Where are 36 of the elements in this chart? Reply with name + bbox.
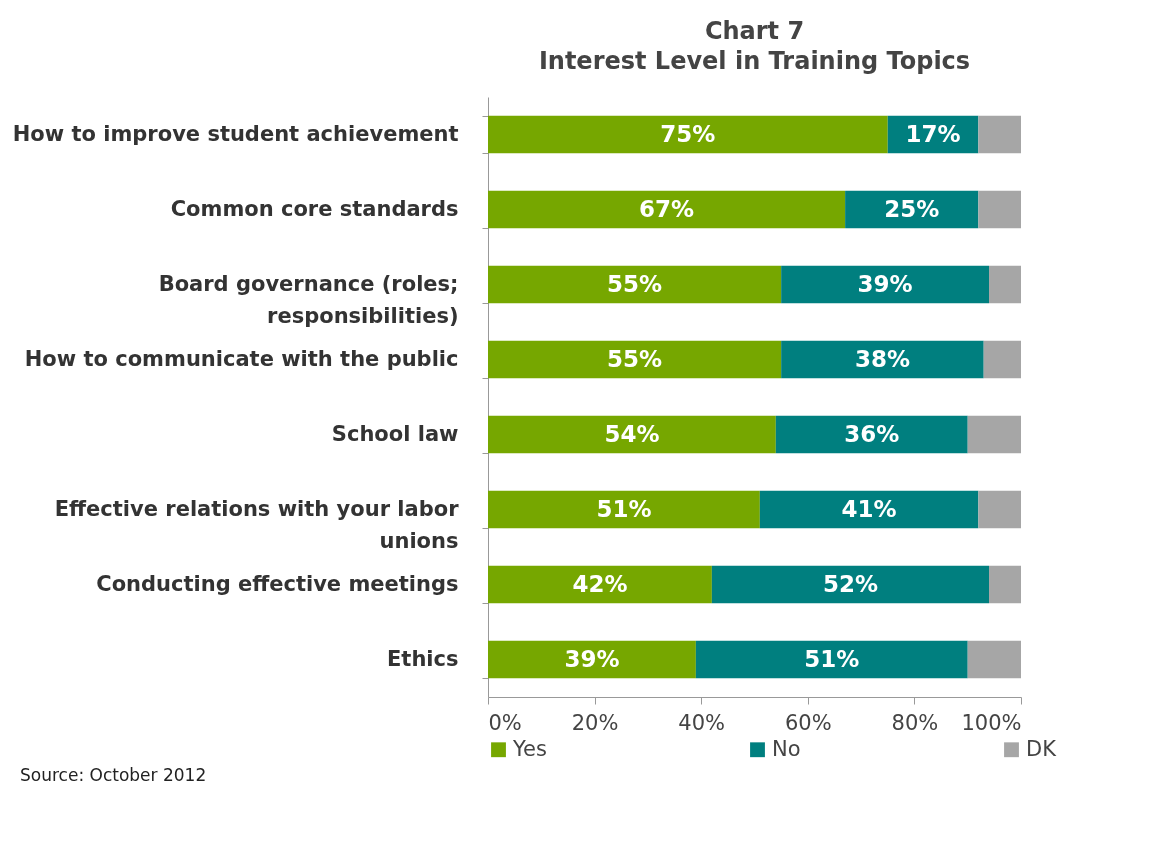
legend-label: DK [1026, 736, 1058, 761]
y-tick-label: Conducting effective meetings [96, 572, 459, 596]
legend-label: No [772, 736, 801, 761]
chart-subtitle: Interest Level in Training Topics [538, 47, 971, 75]
x-tick-label: 100% [961, 710, 1022, 735]
y-tick-label: Board governance (roles; responsibilities) [158, 272, 459, 328]
data-label: 54% [604, 420, 660, 447]
data-label: 67% [639, 195, 695, 222]
data-label: 41% [841, 495, 897, 522]
data-label: 42% [572, 570, 628, 597]
data-label: 52% [822, 570, 878, 597]
data-label: 51% [804, 645, 860, 672]
x-tick-label: 40% [678, 710, 726, 735]
data-label: 36% [844, 420, 900, 447]
legend-label: Yes [512, 736, 547, 761]
data-label: 39% [857, 270, 913, 297]
x-tick-label: 80% [891, 710, 939, 735]
data-label: 39% [564, 645, 620, 672]
y-tick-label: Ethics [387, 647, 459, 671]
x-tick-label: 0% [488, 710, 522, 735]
y-tick-label: How to improve student achievement [12, 122, 459, 146]
data-label: 51% [596, 495, 652, 522]
data-label: 25% [884, 195, 940, 222]
chart-title: Chart 7 [704, 17, 805, 45]
y-tick-label: How to communicate with the public [24, 347, 459, 371]
y-tick-label: Common core standards [170, 197, 459, 221]
data-label: 55% [607, 345, 663, 372]
x-tick-label: 20% [571, 710, 619, 735]
y-tick-label: School law [331, 422, 459, 446]
y-tick-label: Effective relations with your labor unions [54, 497, 460, 553]
data-label: 38% [854, 345, 910, 372]
data-label: 17% [905, 120, 961, 147]
data-label: 55% [607, 270, 663, 297]
data-label: 75% [660, 120, 716, 147]
x-tick-label: 60% [784, 710, 832, 735]
source-note: Source: October 2012 [20, 765, 208, 785]
